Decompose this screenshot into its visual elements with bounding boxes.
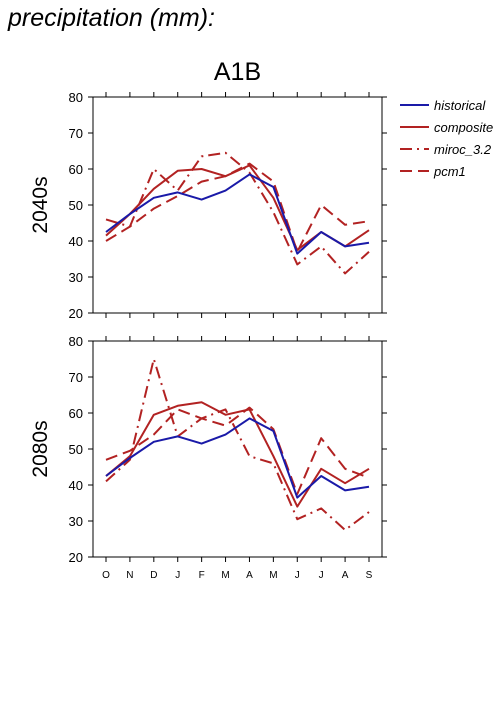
- plot-frame: [92, 96, 383, 314]
- series-line-composite: [105, 401, 370, 508]
- ytick-label: 60: [69, 162, 83, 177]
- panel-2080s: 20 30 40 50 60 70 80 O N D J F M A M J J A S 2080s: [29, 334, 387, 581]
- ytick-label: 80: [69, 90, 83, 105]
- series-line-pcm1: [105, 162, 370, 253]
- ytick-label: 50: [69, 198, 83, 213]
- ytick-label: 30: [69, 514, 83, 529]
- ytick-label: 20: [69, 306, 83, 321]
- legend: historical composite miroc_3.2 pcm1: [400, 98, 493, 179]
- ytick-label: 20: [69, 550, 83, 565]
- ytick-label: 70: [69, 126, 83, 141]
- xtick-label: F: [199, 570, 205, 581]
- ytick-label: 30: [69, 270, 83, 285]
- xtick-label: O: [102, 570, 110, 581]
- y-axis-label: 2040s: [29, 176, 52, 233]
- series-line-miroc-3-2: [105, 151, 370, 275]
- panel-title: A1B: [214, 58, 261, 86]
- xtick-label: J: [295, 570, 300, 581]
- xtick-label: S: [366, 570, 373, 581]
- ytick-label: 40: [69, 234, 83, 249]
- series-line-miroc-3-2: [105, 358, 370, 531]
- legend-label: pcm1: [433, 164, 466, 179]
- page-title: precipitation (mm):: [8, 4, 215, 32]
- legend-label: miroc_3.2: [434, 142, 492, 157]
- series-line-historical: [105, 417, 370, 499]
- series-line-historical: [105, 173, 370, 255]
- xtick-label: A: [342, 570, 349, 581]
- xtick-label: M: [269, 570, 277, 581]
- xtick-label: M: [221, 570, 229, 581]
- xtick-label: N: [126, 570, 133, 581]
- xtick-label: J: [175, 570, 180, 581]
- ytick-label: 80: [69, 334, 83, 349]
- ytick-label: 40: [69, 478, 83, 493]
- ytick-label: 70: [69, 370, 83, 385]
- ytick-label: 60: [69, 406, 83, 421]
- y-axis-label: 2080s: [29, 420, 52, 477]
- legend-label: composite: [434, 120, 493, 135]
- legend-label: historical: [434, 98, 486, 113]
- panel-2040s: 20 30 40 50 60 70 80 2040s: [29, 90, 387, 321]
- series-line-pcm1: [105, 406, 370, 495]
- xtick-label: J: [319, 570, 324, 581]
- xtick-label: A: [246, 570, 253, 581]
- xtick-label: D: [150, 570, 157, 581]
- ytick-label: 50: [69, 442, 83, 457]
